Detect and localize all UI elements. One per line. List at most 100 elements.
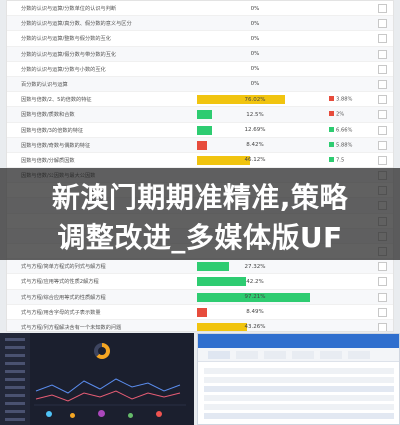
status-square-icon bbox=[329, 141, 334, 147]
progress-percent: 0% bbox=[250, 66, 260, 73]
table-row: 因数与倍数/质数和合数 12.5% 2% bbox=[7, 107, 393, 123]
app-tab[interactable] bbox=[348, 351, 370, 359]
progress-track: 97.21% bbox=[197, 292, 313, 302]
row-label: 因数与倍数/2、5的倍数的特征 bbox=[21, 97, 92, 104]
change-indicator: 5.88% bbox=[329, 141, 353, 149]
status-square-icon bbox=[329, 156, 334, 162]
table-row: 式与方程/简单方程式的列式与解方程 27.32% bbox=[7, 259, 393, 275]
change-indicator bbox=[329, 51, 353, 58]
app-topbar bbox=[198, 334, 399, 348]
progress-percent: 0% bbox=[250, 20, 260, 27]
row-checkbox[interactable] bbox=[378, 155, 387, 165]
row-checkbox[interactable] bbox=[378, 110, 387, 120]
bubble-marker-icon bbox=[128, 413, 133, 418]
app-content-grid bbox=[204, 368, 394, 422]
progress-track: 27.32% bbox=[197, 262, 313, 272]
row-label: 式与方程/简单方程式的列式与解方程 bbox=[21, 264, 106, 271]
row-checkbox[interactable] bbox=[378, 277, 387, 287]
bubble-marker-icon bbox=[46, 411, 52, 417]
progress-track: 0% bbox=[197, 4, 313, 13]
row-checkbox[interactable] bbox=[378, 307, 387, 317]
app-tab[interactable] bbox=[264, 351, 286, 359]
bubble-marker-icon bbox=[156, 411, 162, 417]
table-row: 分数的认识与运算/分数与小数的互化 0% bbox=[7, 62, 393, 77]
table-row: 百分数的认识与运算 0% bbox=[7, 76, 393, 93]
row-label: 式与方程/综合应用等式的性质解方程 bbox=[21, 294, 106, 301]
progress-bar bbox=[197, 125, 212, 135]
progress-bar bbox=[197, 110, 212, 120]
change-indicator bbox=[329, 81, 353, 88]
progress-percent: 0% bbox=[250, 51, 260, 58]
change-indicator bbox=[329, 35, 353, 42]
report-table: 分数的认识与运算/分数单位的认识与判断 0% 分数的认识与运算/真分数、假分数的意义… bbox=[6, 0, 394, 332]
row-checkbox[interactable] bbox=[378, 79, 387, 89]
progress-track: 46.12% bbox=[197, 155, 313, 165]
table-row: 式与方程/用含字母的式子表示数量 8.49% bbox=[7, 305, 393, 320]
progress-track: 12.5% bbox=[197, 110, 313, 120]
app-thumbnail bbox=[197, 333, 400, 425]
row-checkbox[interactable] bbox=[378, 322, 387, 331]
table-row: 分数的认识与运算/真分数、假分数的意义与区分 0% bbox=[7, 16, 393, 32]
status-square-icon bbox=[329, 96, 334, 102]
table-row: 因数与倍数/分解质因数 46.12% 7.5 bbox=[7, 153, 393, 169]
row-checkbox[interactable] bbox=[378, 19, 387, 29]
progress-percent: 12.5% bbox=[246, 111, 264, 118]
row-label: 百分数的认识与运算 bbox=[21, 81, 68, 88]
progress-percent: 76.02% bbox=[244, 96, 266, 103]
change-indicator: 2% bbox=[329, 111, 353, 118]
progress-track: 0% bbox=[197, 65, 313, 74]
dashboard-line-chart bbox=[34, 378, 186, 406]
progress-track: 8.49% bbox=[197, 307, 313, 317]
progress-bar bbox=[197, 277, 246, 287]
table-row: 分数的认识与运算/分数单位的认识与判断 0% bbox=[7, 1, 393, 17]
row-checkbox[interactable] bbox=[378, 125, 387, 135]
row-label: 分数的认识与运算/分数单位的认识与判断 bbox=[21, 6, 117, 12]
progress-track: 0% bbox=[197, 34, 313, 43]
progress-bar bbox=[197, 307, 207, 317]
progress-bar bbox=[197, 322, 248, 331]
bubble-marker-icon bbox=[98, 410, 105, 417]
progress-percent: 0% bbox=[250, 81, 260, 88]
change-indicator bbox=[329, 278, 353, 285]
row-checkbox[interactable] bbox=[378, 4, 387, 13]
app-tab[interactable] bbox=[236, 351, 258, 359]
row-label: 分数的认识与运算/真分数、假分数的意义与区分 bbox=[21, 21, 132, 28]
row-checkbox[interactable] bbox=[378, 34, 387, 44]
row-checkbox[interactable] bbox=[378, 49, 387, 59]
progress-percent: 97.21% bbox=[244, 294, 266, 301]
app-tab[interactable] bbox=[320, 351, 342, 359]
bubble-marker-icon bbox=[70, 413, 75, 418]
change-indicator bbox=[329, 20, 353, 27]
row-checkbox[interactable] bbox=[378, 292, 387, 302]
status-square-icon bbox=[329, 126, 334, 132]
progress-bar bbox=[197, 140, 207, 150]
change-value: 3.88% bbox=[336, 96, 353, 103]
progress-track: 8.42% bbox=[197, 140, 313, 150]
progress-percent: 8.42% bbox=[246, 142, 264, 149]
row-checkbox[interactable] bbox=[378, 262, 387, 272]
progress-percent: 46.12% bbox=[244, 157, 266, 164]
row-checkbox[interactable] bbox=[378, 64, 387, 74]
row-label: 分数的认识与运算/假分数与带分数的互化 bbox=[21, 51, 117, 58]
change-indicator bbox=[329, 5, 353, 12]
row-label: 分数的认识与运算/分数与小数的互化 bbox=[21, 66, 106, 73]
app-tab-strip bbox=[198, 348, 399, 362]
progress-bar bbox=[197, 95, 286, 105]
progress-percent: 42.2% bbox=[246, 278, 264, 285]
row-label: 因数与倍数/质数和合数 bbox=[21, 112, 75, 119]
row-label: 式与方程/应用等式的性质2解方程 bbox=[21, 279, 99, 286]
change-value: 7.5 bbox=[336, 157, 345, 164]
row-checkbox[interactable] bbox=[378, 140, 387, 150]
app-tab[interactable] bbox=[292, 351, 314, 359]
row-label: 式与方程/用含字母的式子表示数量 bbox=[21, 309, 101, 316]
table-row: 因数与倍数/3的倍数的特征 12.69% 6.66% bbox=[7, 123, 393, 138]
app-tab[interactable] bbox=[208, 351, 230, 359]
row-checkbox[interactable] bbox=[378, 95, 387, 105]
row-label: 分数的认识与运算/整数与假分数的互化 bbox=[21, 36, 111, 43]
change-indicator bbox=[329, 309, 353, 316]
change-indicator bbox=[329, 294, 353, 301]
progress-bar bbox=[197, 292, 310, 302]
progress-percent: 0% bbox=[250, 5, 260, 12]
dashboard-thumbnail bbox=[0, 333, 194, 425]
change-value: 6.66% bbox=[336, 127, 353, 133]
